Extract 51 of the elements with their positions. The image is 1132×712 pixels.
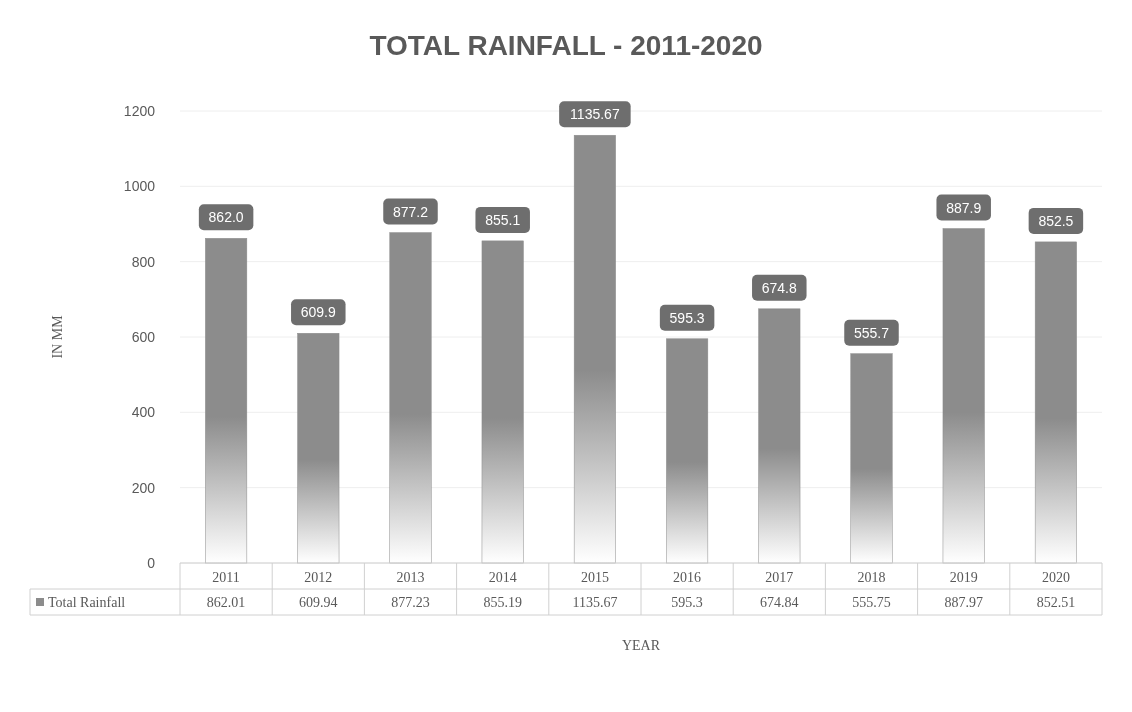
- data-label: 609.94: [299, 595, 338, 610]
- data-label: 877.23: [391, 595, 430, 610]
- data-label: 674.84: [760, 595, 799, 610]
- x-tick-label: 2014: [488, 570, 517, 585]
- data-label: 852.51: [1036, 595, 1076, 610]
- data-label: 595.3: [671, 595, 703, 610]
- bar: [850, 353, 893, 564]
- data-label: 555.75: [852, 595, 891, 610]
- y-tick-label: 1000: [123, 178, 156, 195]
- y-tick-label: 400: [131, 404, 156, 421]
- x-tick-label: 2015: [580, 570, 609, 585]
- bar: [758, 308, 801, 564]
- y-tick-label: 600: [131, 329, 156, 345]
- bar: [573, 134, 616, 564]
- bar: [1034, 241, 1077, 564]
- x-tick-label: 2012: [304, 570, 333, 585]
- x-axis-title: YEAR: [621, 638, 661, 653]
- annotation: 555.7: [853, 324, 890, 341]
- x-tick-label: 2020: [1041, 570, 1070, 585]
- data-label: 887.97: [944, 595, 983, 610]
- annotation: 595.3: [669, 309, 705, 326]
- x-tick-label: 2013: [396, 570, 425, 585]
- bar: [481, 240, 524, 564]
- bar: [297, 333, 340, 564]
- annotation: 877.2: [392, 203, 429, 220]
- bar: [389, 232, 432, 564]
- data-label: 862.01: [206, 595, 246, 610]
- annotation: 609.9: [300, 304, 337, 321]
- annotation: 855.1: [485, 211, 521, 228]
- y-tick-label: 1200: [123, 103, 156, 119]
- annotation: 887.9: [946, 199, 982, 216]
- annotation: 852.5: [1038, 212, 1074, 229]
- bar: [205, 238, 248, 564]
- y-tick-label: 800: [131, 253, 156, 270]
- chart-title: TOTAL RAINFALL - 2011-2020: [369, 30, 763, 61]
- x-tick-label: 2011: [212, 570, 240, 585]
- x-tick-label: 2016: [673, 570, 702, 585]
- data-label: 855.19: [483, 595, 522, 610]
- data-label: 1135.67: [572, 595, 618, 610]
- bar: [666, 338, 709, 564]
- x-tick-label: 2017: [765, 570, 794, 585]
- y-tick-label: 200: [131, 479, 156, 496]
- annotation: 862.0: [208, 209, 244, 226]
- y-axis-title: IN MM: [50, 314, 65, 359]
- x-tick-label: 2019: [949, 570, 978, 585]
- annotation: 674.8: [761, 279, 798, 296]
- annotation: 1135.67: [570, 106, 620, 123]
- x-tick-label: 2018: [857, 570, 886, 585]
- legend-label: Total Rainfall: [48, 595, 126, 610]
- bar: [942, 228, 985, 564]
- y-tick-label: 0: [147, 555, 156, 571]
